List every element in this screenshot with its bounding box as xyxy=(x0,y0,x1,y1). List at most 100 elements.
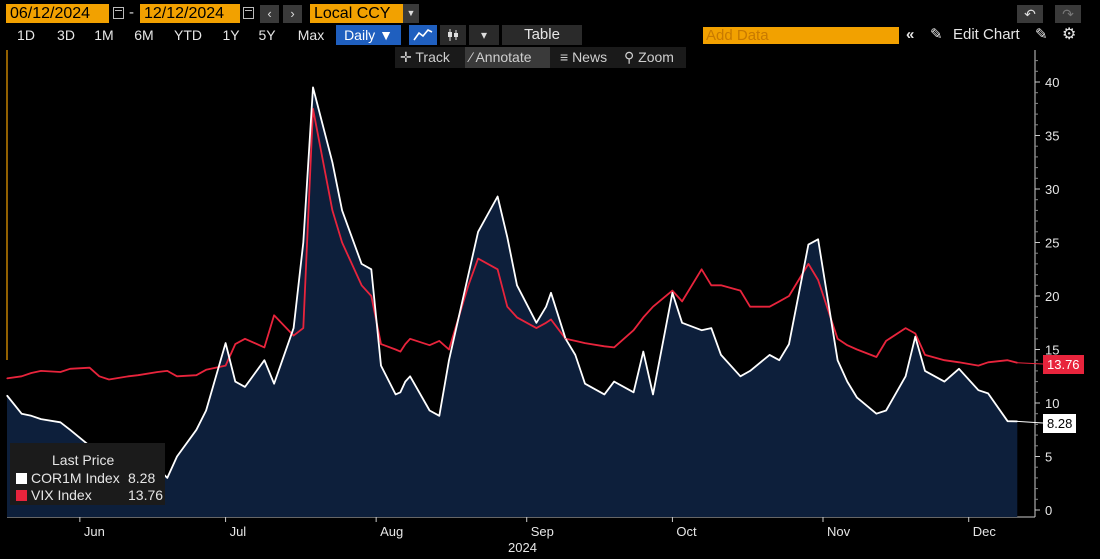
cor1m-point xyxy=(244,386,246,388)
edit-chart-button[interactable]: Edit Chart xyxy=(953,26,1020,43)
vix-point xyxy=(331,209,333,211)
vix-point xyxy=(924,354,926,356)
collapse-icon[interactable]: « xyxy=(906,26,915,43)
vix-point xyxy=(6,377,8,379)
vix-point xyxy=(778,300,780,302)
zoom-tool[interactable]: ⚲ Zoom xyxy=(624,47,684,68)
range-6m[interactable]: 6M xyxy=(134,27,154,43)
date-separator: - xyxy=(129,4,134,21)
chevron-down-icon[interactable]: ▼ xyxy=(403,4,419,23)
cor1m-point xyxy=(749,370,751,372)
vix-point xyxy=(195,374,197,376)
vix-point xyxy=(312,108,314,110)
vix-point xyxy=(108,378,110,381)
candlestick-icon[interactable] xyxy=(440,25,466,45)
range-1m[interactable]: 1M xyxy=(94,27,114,43)
add-data-input[interactable]: Add Data xyxy=(703,27,899,44)
vix-point xyxy=(749,306,751,308)
cor1m-point xyxy=(273,383,275,385)
legend-item-vix[interactable]: VIX Index 13.76 xyxy=(16,487,163,503)
vix-point xyxy=(98,375,100,377)
chevron-down-icon[interactable]: ▾ xyxy=(469,25,499,45)
legend-title: Last Price xyxy=(52,452,115,468)
cor1m-point xyxy=(341,209,343,211)
vix-last-connector xyxy=(1017,362,1044,365)
cor1m-point xyxy=(467,274,469,276)
cor1m-point xyxy=(380,365,382,367)
cor1m-point xyxy=(846,381,848,383)
range-max[interactable]: Max xyxy=(297,27,325,43)
draw-icon[interactable]: ✎ xyxy=(1035,26,1048,43)
redo-icon[interactable]: ↷ xyxy=(1055,5,1081,23)
gear-icon[interactable]: ⚙ xyxy=(1062,26,1077,43)
cor1m-series-line xyxy=(6,86,1018,479)
vix-point xyxy=(769,306,771,308)
y-tick-label: 30 xyxy=(1045,182,1059,197)
vix-point xyxy=(205,369,207,371)
news-tool[interactable]: ≡ News xyxy=(560,47,620,68)
cor1m-point xyxy=(361,263,363,265)
range-5y[interactable]: 5Y xyxy=(258,27,276,43)
next-period-button[interactable]: › xyxy=(283,5,302,23)
cor1m-point xyxy=(958,368,960,370)
range-1y[interactable]: 1Y xyxy=(222,27,240,43)
end-date-field[interactable]: 12/12/2024 xyxy=(140,4,240,23)
table-button[interactable]: Table xyxy=(502,25,582,45)
vix-point xyxy=(846,344,848,346)
calendar-icon[interactable] xyxy=(243,7,254,19)
x-tick-label: Sep xyxy=(531,524,554,539)
vix-point xyxy=(788,295,790,297)
vix-point xyxy=(59,371,62,373)
range-1d[interactable]: 1D xyxy=(17,27,35,43)
vix-point xyxy=(69,368,71,370)
range-ytd[interactable]: YTD xyxy=(174,27,202,43)
cor1m-point xyxy=(885,409,887,412)
cor1m-point xyxy=(943,381,946,383)
x-tick-label: Nov xyxy=(827,524,851,539)
start-date-field[interactable]: 06/12/2024 xyxy=(6,4,109,23)
vix-series-line xyxy=(6,107,1018,381)
frequency-select[interactable]: Daily ▼ xyxy=(336,25,401,45)
cor1m-point xyxy=(550,292,552,294)
vix-point xyxy=(263,346,265,348)
cor1m-point xyxy=(429,409,431,412)
cor1m-point xyxy=(21,413,23,415)
track-label: Track xyxy=(415,49,450,65)
track-tool[interactable]: ✛ Track xyxy=(400,47,462,68)
vix-point xyxy=(477,258,479,260)
cor1m-point xyxy=(225,342,227,344)
prev-period-button[interactable]: ‹ xyxy=(260,5,279,23)
cor1m-area xyxy=(7,87,1018,518)
cor1m-point xyxy=(497,195,499,198)
cor1m-point xyxy=(312,86,314,88)
cor1m-point xyxy=(642,351,644,353)
x-tick-label: Jul xyxy=(230,524,247,539)
undo-icon[interactable]: ↶ xyxy=(1017,5,1043,23)
cor1m-point xyxy=(205,409,207,412)
annotate-tool[interactable]: ∕ Annotate xyxy=(465,47,550,68)
vix-point xyxy=(584,342,586,344)
cor1m-point xyxy=(856,397,858,399)
vix-point xyxy=(506,306,508,308)
cor1m-point xyxy=(516,284,518,286)
range-3d[interactable]: 3D xyxy=(57,27,75,43)
cor1m-point xyxy=(977,389,980,391)
currency-select[interactable]: Local CCY xyxy=(310,4,403,23)
vix-point xyxy=(1007,359,1009,361)
line-chart-icon[interactable] xyxy=(409,25,437,45)
calendar-icon[interactable] xyxy=(113,7,124,19)
legend-swatch xyxy=(16,490,27,501)
cor1m-point xyxy=(652,393,654,395)
pencil-icon[interactable]: ✎ xyxy=(930,26,943,43)
cor1m-point xyxy=(681,322,683,324)
crosshair-icon: ✛ xyxy=(400,49,416,65)
y-tick-label: 15 xyxy=(1045,343,1059,358)
cor1m-point xyxy=(701,329,703,331)
cor1m-point xyxy=(778,359,780,361)
vix-point xyxy=(875,356,878,358)
y-tick-label: 25 xyxy=(1045,236,1059,251)
y-tick-label: 10 xyxy=(1045,396,1059,411)
cor1m-point xyxy=(302,241,304,244)
legend-item-cor1m[interactable]: COR1M Index 8.28 xyxy=(16,470,161,486)
